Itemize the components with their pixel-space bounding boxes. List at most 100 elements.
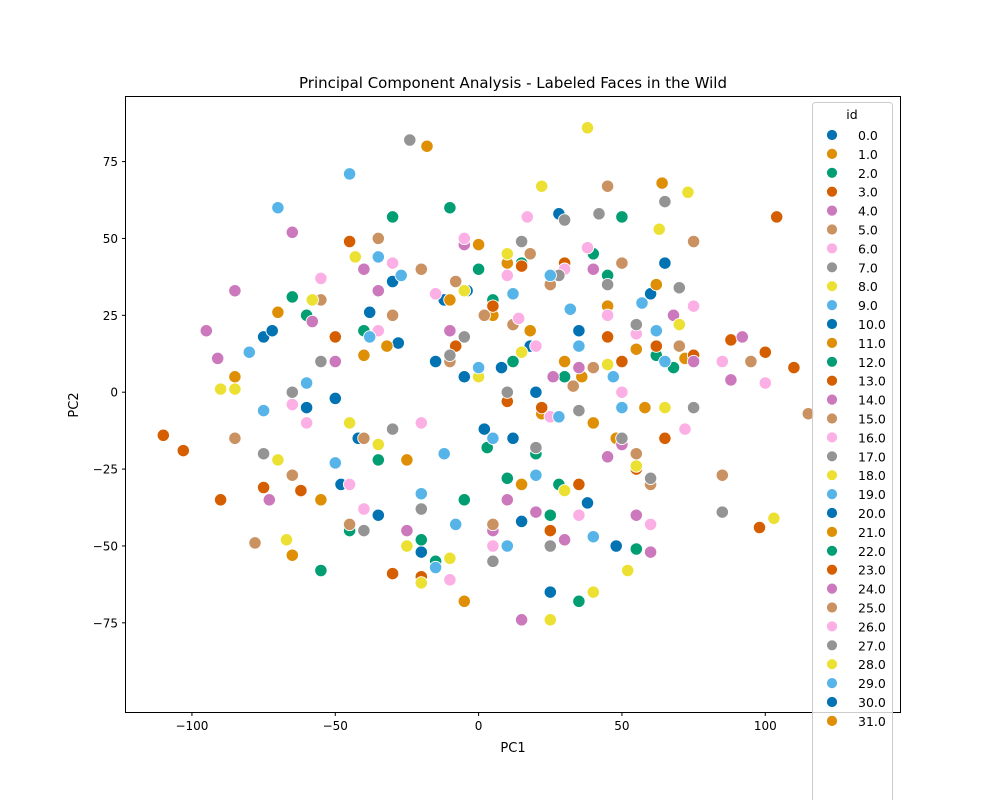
legend-entry-label: 17.0 <box>858 449 886 464</box>
data-point <box>211 351 225 366</box>
data-point <box>385 422 400 436</box>
data-point <box>724 333 738 347</box>
data-point <box>563 302 577 316</box>
data-point <box>615 354 629 369</box>
legend-entry-label: 27.0 <box>858 638 886 653</box>
data-point <box>314 493 328 507</box>
data-point <box>543 613 557 627</box>
data-point <box>658 194 672 209</box>
data-point <box>500 493 514 507</box>
y-tick-label: 75 <box>103 155 118 169</box>
data-point <box>385 256 400 270</box>
data-point <box>156 428 170 442</box>
legend-entry-label: 7.0 <box>858 260 878 275</box>
data-point <box>658 256 672 270</box>
data-point <box>600 277 615 292</box>
legend-entry-label: 3.0 <box>858 185 878 200</box>
data-point <box>486 554 500 568</box>
legend-entry-label: 25.0 <box>858 601 886 616</box>
data-point <box>457 330 471 344</box>
data-point <box>672 281 686 295</box>
data-point <box>572 477 586 492</box>
data-point <box>629 317 643 332</box>
legend-marker <box>826 431 838 444</box>
legend-entry-label: 29.0 <box>858 676 886 691</box>
data-point <box>328 456 342 470</box>
data-point <box>566 379 580 393</box>
data-point <box>557 354 572 369</box>
data-point <box>715 354 729 369</box>
legend-marker <box>826 299 838 312</box>
data-point <box>371 453 385 467</box>
data-point <box>403 133 417 147</box>
legend-marker <box>826 242 838 255</box>
data-point <box>428 560 443 575</box>
legend-marker <box>826 639 838 652</box>
data-point <box>176 443 190 458</box>
legend-entry-label: 26.0 <box>858 619 886 634</box>
legend-marker <box>826 544 838 557</box>
data-point <box>557 483 572 498</box>
data-point <box>629 447 643 461</box>
data-point <box>520 210 534 224</box>
data-point <box>342 416 357 430</box>
chart-title: Principal Component Analysis - Labeled F… <box>299 74 727 92</box>
data-point <box>529 385 543 399</box>
legend-marker <box>826 488 838 501</box>
legend-marker <box>826 336 838 349</box>
data-point <box>385 210 400 224</box>
legend-entry-label: 5.0 <box>858 223 878 238</box>
data-point <box>606 370 620 384</box>
data-point <box>357 523 371 538</box>
legend-entry-label: 19.0 <box>858 487 886 502</box>
data-point <box>414 262 428 276</box>
data-point <box>314 271 328 286</box>
data-point <box>414 533 428 547</box>
data-point <box>715 505 729 519</box>
data-point <box>328 330 342 344</box>
data-point <box>348 250 362 264</box>
legend-entry-label: 8.0 <box>858 279 878 294</box>
data-point <box>328 354 342 369</box>
legend-entries: 0.0 1.0 2.0 3.0 4.0 5.0 6.0 7.0 8.0 9.0 10.0 11.0 12… <box>826 128 886 729</box>
data-point <box>380 339 394 353</box>
data-point <box>600 308 615 322</box>
data-point <box>543 508 557 522</box>
data-point <box>514 259 529 273</box>
data-point <box>586 530 600 544</box>
data-point <box>199 324 213 338</box>
data-point <box>557 533 572 547</box>
y-tick-label: 50 <box>103 232 118 246</box>
data-point <box>600 450 615 464</box>
legend-marker <box>826 507 838 519</box>
data-point <box>314 563 328 578</box>
legend-entry-label: 14.0 <box>858 393 886 408</box>
data-point <box>437 447 451 461</box>
legend-entry-label: 2.0 <box>858 166 878 181</box>
data-point <box>414 576 428 590</box>
data-point <box>371 437 385 452</box>
data-point <box>506 287 520 301</box>
legend-entry-label: 22.0 <box>858 544 886 559</box>
data-point <box>652 222 666 236</box>
data-point <box>735 330 749 344</box>
data-point <box>363 330 377 344</box>
data-point <box>428 354 443 369</box>
data-point <box>371 284 385 298</box>
data-point <box>213 382 228 396</box>
data-point <box>572 403 586 418</box>
data-point <box>477 308 491 322</box>
data-point <box>672 317 686 332</box>
data-point <box>787 360 801 375</box>
data-point <box>506 354 520 369</box>
data-point <box>294 483 308 498</box>
data-point <box>586 262 600 276</box>
data-point <box>271 453 285 467</box>
y-tick-label: −25 <box>93 463 118 477</box>
data-point <box>299 376 314 390</box>
data-point <box>248 536 262 550</box>
data-point <box>457 493 471 507</box>
x-tick-label: −50 <box>323 719 348 733</box>
data-point <box>529 440 543 455</box>
data-point <box>262 493 276 507</box>
